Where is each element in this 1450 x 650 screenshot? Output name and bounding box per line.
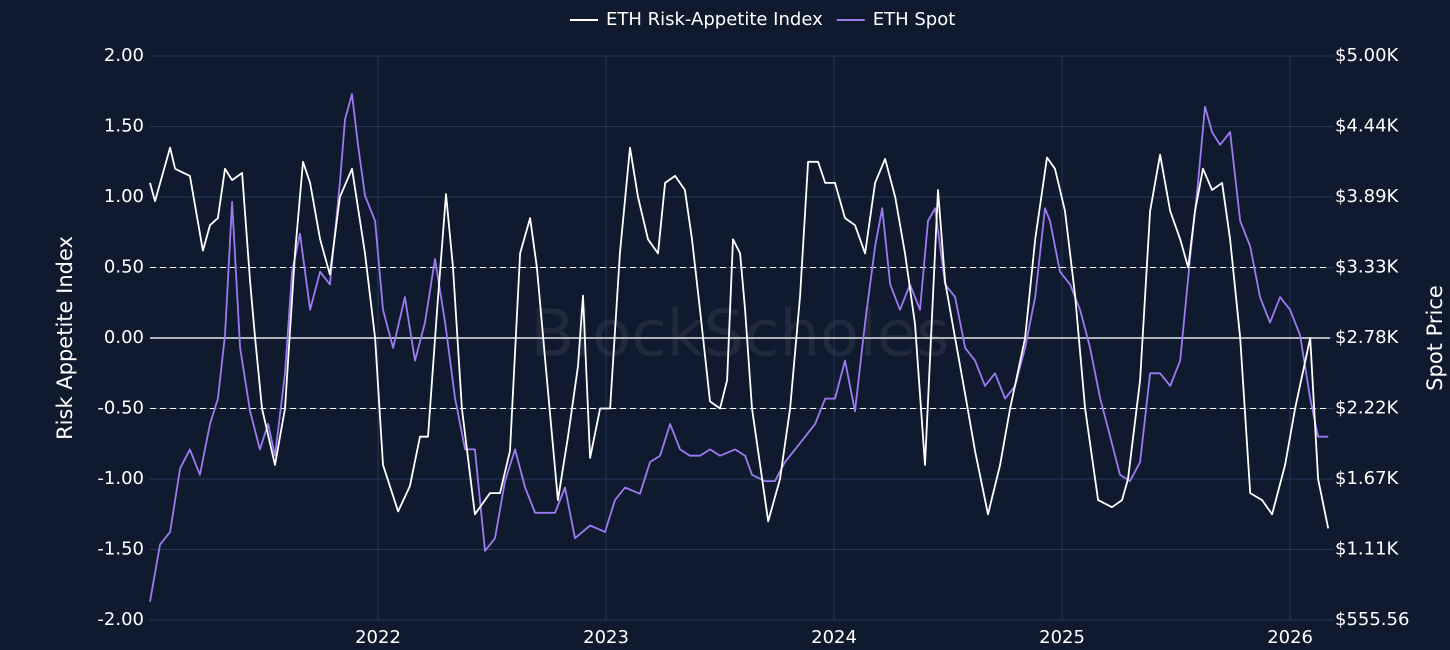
x-tick-label: 2026	[1267, 627, 1313, 648]
y2-tick-label: $1.11K	[1335, 539, 1400, 560]
y-tick-label: 1.50	[104, 116, 144, 137]
watermark: BlockScholes	[530, 298, 949, 372]
y-tick-label: 0.50	[104, 257, 144, 278]
y2-tick-label: $555.56	[1335, 609, 1409, 630]
x-tick-label: 2022	[355, 627, 401, 648]
y-tick-label: -2.00	[97, 609, 144, 630]
y-tick-label: 1.00	[104, 186, 144, 207]
y-tick-label: -1.00	[97, 468, 144, 489]
y-tick-label: -0.50	[97, 398, 144, 419]
y2-tick-label: $4.44K	[1335, 116, 1400, 137]
x-tick-label: 2025	[1039, 627, 1085, 648]
y-tick-label: 2.00	[104, 45, 144, 66]
y2-tick-label: $2.22K	[1335, 398, 1400, 419]
legend-label: ETH Spot	[873, 9, 956, 30]
y2-tick-label: $5.00K	[1335, 45, 1400, 66]
series-line	[149, 146, 1330, 529]
y2-tick-label: $2.78K	[1335, 327, 1400, 348]
y2-tick-label: $3.33K	[1335, 257, 1400, 278]
y-tick-label: -1.50	[97, 539, 144, 560]
legend-label: ETH Risk-Appetite Index	[606, 9, 823, 30]
y-axis-label: Risk Appetite Index	[53, 236, 77, 440]
y-tick-label: 0.00	[104, 327, 144, 348]
legend: ETH Risk-Appetite Index ETH Spot	[570, 9, 955, 30]
x-tick-label: 2023	[583, 627, 629, 648]
y2-axis-label: Spot Price	[1423, 285, 1447, 391]
y2-tick-label: $3.89K	[1335, 186, 1400, 207]
y2-tick-label: $1.67K	[1335, 468, 1400, 489]
x-tick-label: 2024	[811, 627, 857, 648]
